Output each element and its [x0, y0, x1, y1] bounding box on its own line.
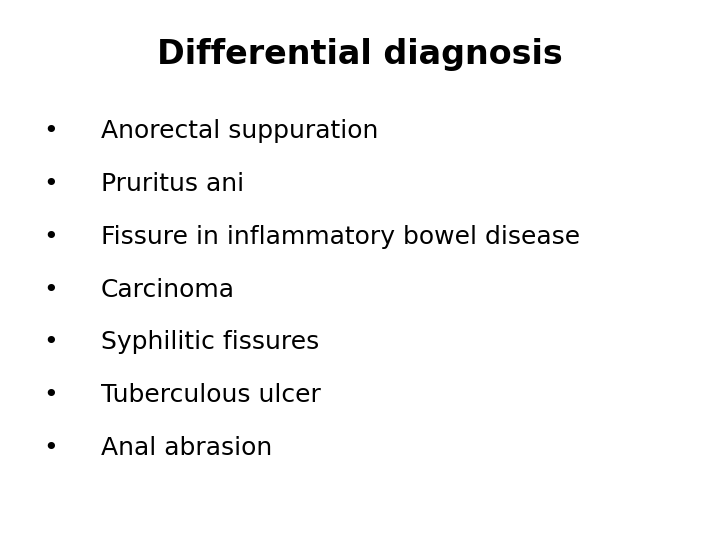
Text: Differential diagnosis: Differential diagnosis	[157, 38, 563, 71]
Text: •: •	[43, 172, 58, 195]
Text: •: •	[43, 330, 58, 354]
Text: •: •	[43, 119, 58, 143]
Text: •: •	[43, 278, 58, 301]
Text: •: •	[43, 225, 58, 248]
Text: Pruritus ani: Pruritus ani	[101, 172, 244, 195]
Text: •: •	[43, 436, 58, 460]
Text: Fissure in inflammatory bowel disease: Fissure in inflammatory bowel disease	[101, 225, 580, 248]
Text: Carcinoma: Carcinoma	[101, 278, 235, 301]
Text: Tuberculous ulcer: Tuberculous ulcer	[101, 383, 320, 407]
Text: Anal abrasion: Anal abrasion	[101, 436, 272, 460]
Text: Syphilitic fissures: Syphilitic fissures	[101, 330, 319, 354]
Text: •: •	[43, 383, 58, 407]
Text: Anorectal suppuration: Anorectal suppuration	[101, 119, 378, 143]
